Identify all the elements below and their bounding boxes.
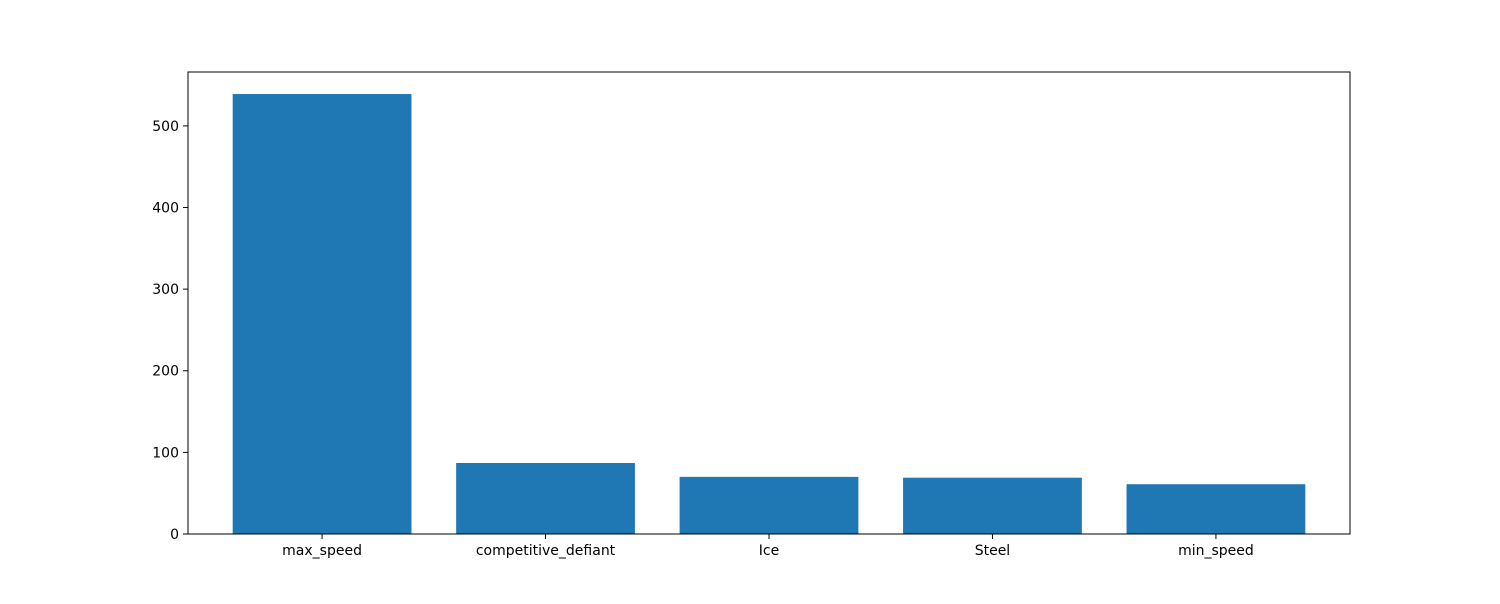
- y-tick-label: 300: [152, 282, 179, 298]
- bar-Steel: [903, 477, 1082, 534]
- y-tick-label: 500: [152, 119, 179, 135]
- x-tick-label: Steel: [975, 543, 1011, 559]
- y-tick-label: 400: [152, 200, 179, 216]
- bars-layer: [232, 94, 1306, 534]
- y-tick-label: 0: [170, 527, 179, 543]
- bar-Ice: [679, 476, 859, 534]
- x-tick-label: min_speed: [1178, 543, 1254, 559]
- x-tick-label: Ice: [759, 543, 779, 559]
- ticks-layer: max_speed competitive_defiant Ice Steel min_…: [152, 119, 1254, 559]
- y-tick-label: 200: [152, 364, 179, 380]
- bar-competitive_defiant: [456, 462, 635, 534]
- bar-max_speed: [232, 94, 412, 534]
- x-tick-label: competitive_defiant: [476, 543, 616, 559]
- bar-min_speed: [1126, 484, 1306, 534]
- y-tick-label: 100: [152, 445, 179, 461]
- x-tick-label: max_speed: [282, 543, 362, 559]
